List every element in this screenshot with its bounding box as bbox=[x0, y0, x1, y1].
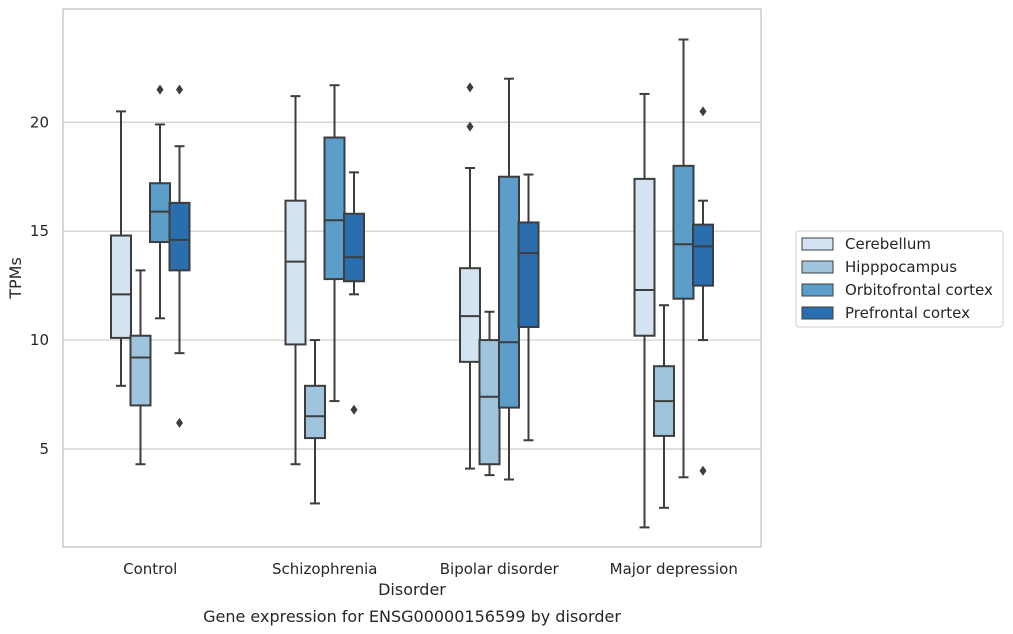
legend-swatch bbox=[801, 283, 834, 297]
box-group bbox=[517, 173, 540, 442]
legend-label: Hipppocampus bbox=[845, 258, 957, 276]
box-body bbox=[478, 339, 501, 466]
legend-frame bbox=[795, 230, 1004, 328]
box-body bbox=[110, 234, 132, 339]
legend-label: Prefrontal cortex bbox=[845, 304, 970, 322]
boxes bbox=[110, 38, 714, 529]
box-body bbox=[284, 199, 307, 346]
box-body bbox=[168, 201, 191, 272]
legend-swatch bbox=[801, 237, 834, 251]
box-body bbox=[149, 182, 171, 244]
chart-caption: Gene expression for ENSG00000156599 by d… bbox=[203, 607, 621, 626]
box-body bbox=[672, 164, 695, 300]
legend-swatch bbox=[801, 306, 834, 320]
box-group bbox=[498, 77, 520, 481]
box-body bbox=[692, 223, 714, 287]
outlier-point bbox=[176, 84, 183, 95]
box-group bbox=[692, 106, 714, 476]
box-group bbox=[672, 38, 695, 479]
y-axis-title: TPMs bbox=[6, 257, 25, 300]
box-group bbox=[323, 84, 346, 403]
box-body bbox=[129, 334, 152, 407]
box-body bbox=[323, 136, 346, 281]
box-body bbox=[459, 267, 481, 363]
outlier-point bbox=[699, 465, 707, 476]
outlier-point bbox=[156, 84, 164, 95]
box-group bbox=[343, 171, 365, 415]
box-body bbox=[517, 221, 540, 329]
box-group bbox=[633, 92, 656, 529]
x-tick-label: Major depression bbox=[610, 560, 738, 578]
box-body bbox=[633, 177, 656, 337]
legend: Cerebellum Hipppocampus Orbitofrontal cort… bbox=[795, 230, 1004, 328]
box-group bbox=[129, 269, 152, 466]
box-group bbox=[168, 84, 191, 428]
x-tick-labels: Control Schizophrenia Bipolar disorder Majo… bbox=[123, 560, 738, 578]
box-group bbox=[110, 110, 132, 387]
box-group bbox=[304, 339, 326, 505]
x-tick-label: Schizophrenia bbox=[272, 560, 377, 578]
y-tick-label: 15 bbox=[30, 222, 49, 240]
box-group bbox=[478, 310, 501, 477]
x-tick-label: Bipolar disorder bbox=[440, 560, 560, 578]
x-tick-label: Control bbox=[123, 560, 177, 578]
y-tick-labels: 5 10 15 20 bbox=[30, 113, 49, 458]
y-tick-label: 20 bbox=[30, 113, 49, 131]
plot-frame bbox=[62, 8, 762, 548]
outlier-point bbox=[699, 106, 707, 117]
box-group bbox=[149, 84, 171, 320]
box-group bbox=[459, 82, 481, 470]
outlier-point bbox=[350, 404, 358, 415]
legend-label: Cerebellum bbox=[845, 235, 931, 253]
outlier-point bbox=[466, 121, 474, 132]
box-group bbox=[653, 304, 675, 509]
x-axis-title: Disorder bbox=[378, 580, 446, 599]
y-tick-label: 5 bbox=[39, 440, 49, 458]
box-body bbox=[498, 175, 520, 409]
box-body bbox=[304, 384, 326, 440]
box-group bbox=[284, 95, 307, 466]
legend-label: Orbitofrontal cortex bbox=[845, 281, 993, 299]
legend-swatch bbox=[801, 260, 834, 274]
y-tick-label: 10 bbox=[30, 331, 49, 349]
outlier-point bbox=[466, 82, 474, 93]
box-body bbox=[343, 212, 365, 283]
outlier-point bbox=[176, 417, 183, 428]
